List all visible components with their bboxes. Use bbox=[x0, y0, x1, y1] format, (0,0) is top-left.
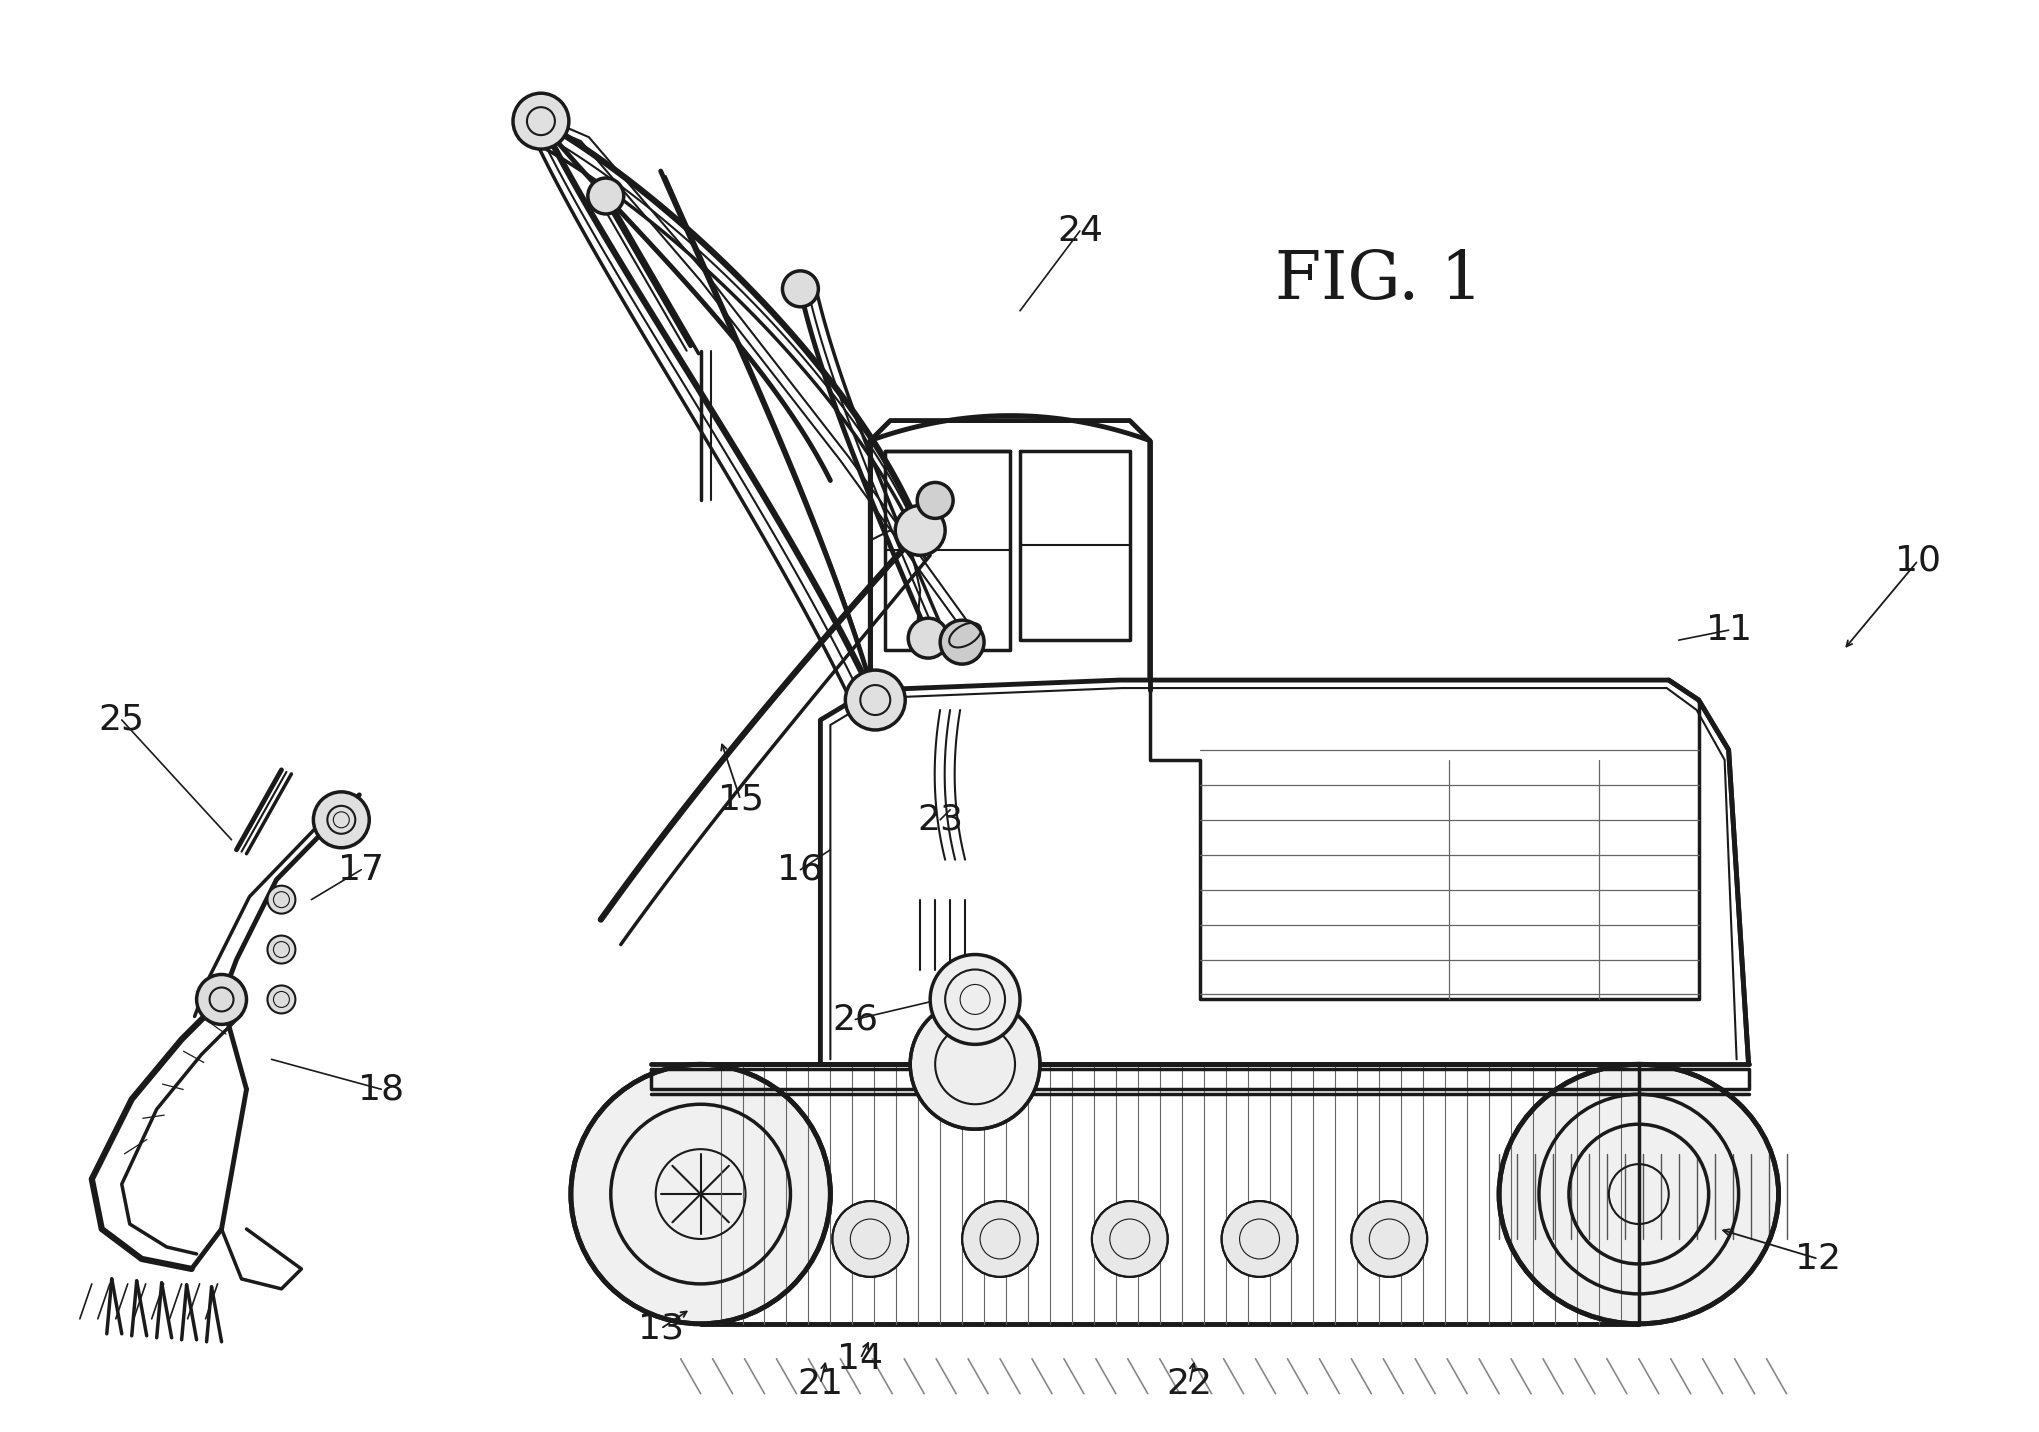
Text: 11: 11 bbox=[1705, 613, 1752, 647]
Text: 15: 15 bbox=[718, 783, 763, 816]
Circle shape bbox=[930, 955, 1020, 1044]
Circle shape bbox=[1221, 1201, 1297, 1277]
Circle shape bbox=[196, 975, 247, 1024]
Circle shape bbox=[844, 670, 905, 730]
Circle shape bbox=[267, 935, 296, 964]
Circle shape bbox=[512, 93, 569, 149]
Circle shape bbox=[1350, 1201, 1427, 1277]
Circle shape bbox=[587, 178, 624, 213]
Text: 16: 16 bbox=[777, 852, 824, 886]
Circle shape bbox=[918, 483, 952, 518]
Circle shape bbox=[267, 985, 296, 1014]
Text: 22: 22 bbox=[1166, 1366, 1211, 1400]
Text: 18: 18 bbox=[359, 1073, 404, 1107]
Text: 17: 17 bbox=[338, 852, 383, 886]
Circle shape bbox=[962, 1201, 1038, 1277]
Text: 14: 14 bbox=[836, 1342, 883, 1376]
Circle shape bbox=[907, 619, 948, 659]
Text: 23: 23 bbox=[918, 803, 962, 836]
Circle shape bbox=[571, 1064, 830, 1323]
Circle shape bbox=[909, 1000, 1040, 1130]
Circle shape bbox=[895, 505, 944, 556]
Circle shape bbox=[832, 1201, 907, 1277]
Text: 21: 21 bbox=[797, 1366, 842, 1400]
Text: 24: 24 bbox=[1056, 213, 1103, 248]
Text: 13: 13 bbox=[638, 1312, 683, 1346]
Circle shape bbox=[314, 792, 369, 848]
Text: 26: 26 bbox=[832, 1002, 879, 1037]
Text: 10: 10 bbox=[1894, 543, 1941, 577]
Circle shape bbox=[783, 271, 818, 306]
Text: FIG. 1: FIG. 1 bbox=[1274, 248, 1482, 314]
Text: 25: 25 bbox=[98, 703, 145, 737]
Circle shape bbox=[267, 885, 296, 914]
Ellipse shape bbox=[1499, 1064, 1778, 1323]
Text: 12: 12 bbox=[1794, 1242, 1841, 1276]
Circle shape bbox=[1091, 1201, 1166, 1277]
Circle shape bbox=[940, 620, 983, 664]
